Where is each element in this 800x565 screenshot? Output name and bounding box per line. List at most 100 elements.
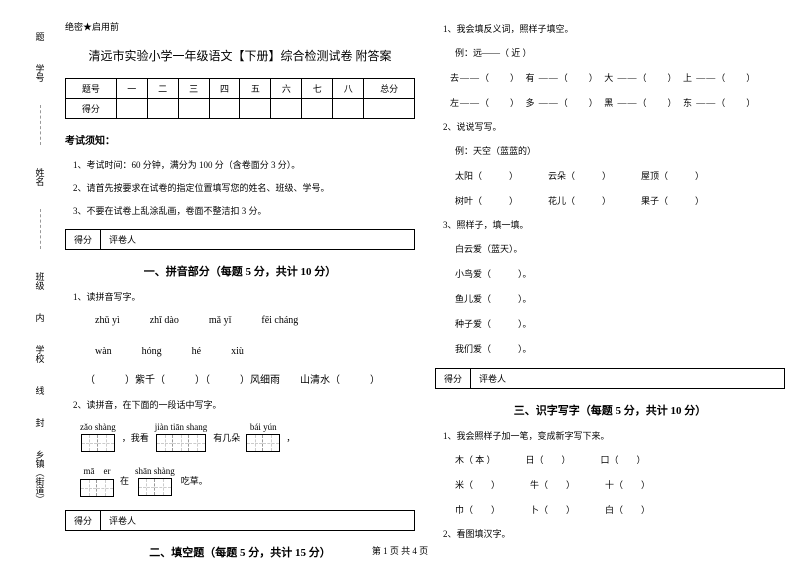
- pinyin-text: zhī dào: [150, 315, 179, 326]
- fill-item: 云朵（ ）: [548, 169, 611, 182]
- score-label: 得分: [66, 230, 101, 249]
- fill-item: 果子（ ）: [641, 194, 704, 207]
- pinyin-text: wàn: [95, 346, 112, 357]
- fill-item: 种子爱（ ）。: [455, 317, 785, 330]
- score-header: 六: [271, 79, 302, 99]
- pinyin-text: fēi cháng: [261, 315, 298, 326]
- pinyin-text: hóng: [142, 346, 162, 357]
- fill-item: 我们爱（ ）。: [455, 342, 785, 355]
- character-grid: [138, 478, 172, 496]
- character-grid: [246, 434, 280, 452]
- section-3-title: 三、识字写字（每题 5 分，共计 10 分）: [435, 402, 785, 418]
- fill-item: 花儿（ ）: [548, 194, 611, 207]
- fill-row: 去——（ ） 有 ——（ ） 大 ——（ ） 上 ——（ ）: [450, 71, 785, 84]
- fill-row: 巾（ ） 卜（ ） 白（ ）: [455, 503, 785, 516]
- score-cell: [364, 99, 415, 119]
- margin-divider: [40, 105, 41, 145]
- example-text: 例：远——（ 近 ）: [455, 46, 785, 59]
- pinyin-text: zhǔ yì: [95, 315, 120, 326]
- exam-title: 清远市实验小学一年级语文【下册】综合检测试卷 附答案: [65, 47, 415, 64]
- pinyin-text: shān shàng: [135, 466, 175, 476]
- score-cell: [147, 99, 178, 119]
- connector-text: 在: [120, 474, 129, 487]
- fill-item: 白（ ）: [605, 503, 650, 516]
- fill-row: 木（ 本 ） 日（ ） 口（ ）: [455, 453, 785, 466]
- fill-item: 木（ 本 ）: [455, 453, 496, 466]
- fill-item: 树叶（ ）: [455, 194, 518, 207]
- grader-label: 评卷人: [101, 511, 144, 530]
- score-label: 得分: [66, 511, 101, 530]
- score-header: 一: [116, 79, 147, 99]
- margin-label: 题: [34, 32, 47, 41]
- page-footer: 第 1 页 共 4 页: [0, 544, 800, 557]
- question-2-1: 1、我会填反义词，照样子填空。: [443, 22, 785, 35]
- margin-label: 线: [34, 386, 47, 395]
- pinyin-text: mā er: [84, 464, 111, 477]
- character-grid: [80, 479, 114, 497]
- connector-text: ，: [286, 431, 295, 444]
- notice-item: 1、考试时间：60 分钟，满分为 100 分（含卷面分 3 分）。: [73, 158, 415, 171]
- margin-label: 学号: [34, 64, 47, 82]
- score-header: 总分: [364, 79, 415, 99]
- question-3-2: 2、看图填汉字。: [443, 527, 785, 540]
- right-column: 1、我会填反义词，照样子填空。 例：远——（ 近 ） 去——（ ） 有 ——（ …: [435, 20, 785, 515]
- margin-label: 内: [34, 313, 47, 322]
- pinyin-row: zhǔ yì zhī dào mǎ yǐ fēi cháng: [95, 315, 415, 326]
- score-cell: [116, 99, 147, 119]
- fill-row: 米（ ） 牛（ ） 十（ ）: [455, 478, 785, 491]
- connector-text: 吃草。: [181, 474, 208, 487]
- score-header: 三: [178, 79, 209, 99]
- section-score-box: 得分 评卷人: [65, 510, 415, 531]
- fill-item: 米（ ）: [455, 478, 500, 491]
- margin-label: 封: [34, 418, 47, 427]
- score-header: 五: [240, 79, 271, 99]
- pinyin-text: bái yún: [250, 422, 277, 432]
- fill-item: 牛（ ）: [530, 478, 575, 491]
- section-1-title: 一、拼音部分（每题 5 分，共计 10 分）: [65, 263, 415, 279]
- fill-item: 巾（ ）: [455, 503, 500, 516]
- margin-label: 姓名: [34, 168, 47, 186]
- pinyin-text: jiàn tiān shang: [155, 422, 208, 432]
- grader-label: 评卷人: [101, 230, 144, 249]
- example-text: 白云爱（蓝天）。: [455, 242, 785, 255]
- score-cell: [209, 99, 240, 119]
- fill-item: 日（ ）: [526, 453, 571, 466]
- score-label: 得分: [436, 369, 471, 388]
- fill-item: 卜（ ）: [530, 503, 575, 516]
- question-2-2: 2、说说写写。: [443, 120, 785, 133]
- score-cell: [271, 99, 302, 119]
- fill-item: 口（ ）: [601, 453, 646, 466]
- margin-label: 乡镇（街道）: [34, 450, 47, 504]
- character-grid: [156, 434, 206, 452]
- notice-item: 2、请首先按要求在试卷的指定位置填写您的姓名、班级、学号。: [73, 181, 415, 194]
- margin-label: 班级: [34, 272, 47, 290]
- score-header: 四: [209, 79, 240, 99]
- score-cell: [302, 99, 333, 119]
- pinyin-text: zǎo shàng: [80, 422, 116, 432]
- binding-margin: 题 学号 姓名 班级 内 学校 线 封 乡镇（街道）: [15, 20, 65, 515]
- score-table: 题号 一 二 三 四 五 六 七 八 总分 得分: [65, 78, 415, 119]
- margin-divider: [40, 209, 41, 249]
- fill-row: 太阳（ ） 云朵（ ） 屋顶（ ）: [455, 169, 785, 182]
- notice-item: 3、不要在试卷上乱涂乱画，卷面不整洁扣 3 分。: [73, 204, 415, 217]
- question-1-1: 1、读拼音写字。: [73, 290, 415, 303]
- fill-item: 鱼儿爱（ ）。: [455, 292, 785, 305]
- score-header: 七: [302, 79, 333, 99]
- pinyin-grid-row: zǎo shàng ，我看 jiàn tiān shang 有几朵 bái yú…: [80, 422, 415, 452]
- question-3-1: 1、我会照样子加一笔，变成新字写下来。: [443, 429, 785, 442]
- score-row-label: 得分: [66, 99, 117, 119]
- question-2-3: 3、照样子，填一填。: [443, 218, 785, 231]
- margin-label: 学校: [34, 345, 47, 363]
- section-score-box: 得分 评卷人: [65, 229, 415, 250]
- score-cell: [178, 99, 209, 119]
- score-header: 八: [333, 79, 364, 99]
- fill-item: 太阳（ ）: [455, 169, 518, 182]
- pinyin-text: mǎ yǐ: [209, 315, 232, 326]
- fill-row: 左——（ ） 多 ——（ ） 黑 ——（ ） 东 ——（ ）: [450, 96, 785, 109]
- pinyin-text: xiù: [231, 346, 244, 357]
- score-cell: [333, 99, 364, 119]
- pinyin-row: wàn hóng hé xiù: [95, 346, 415, 357]
- score-header: 题号: [66, 79, 117, 99]
- character-grid: [81, 434, 115, 452]
- section-score-box: 得分 评卷人: [435, 368, 785, 389]
